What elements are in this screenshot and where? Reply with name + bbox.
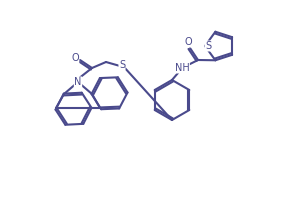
Text: NH: NH xyxy=(175,63,189,73)
Text: O: O xyxy=(71,53,79,63)
Text: S: S xyxy=(119,60,125,70)
Text: N: N xyxy=(74,77,82,87)
Text: O: O xyxy=(184,37,192,47)
Text: S: S xyxy=(205,41,211,51)
